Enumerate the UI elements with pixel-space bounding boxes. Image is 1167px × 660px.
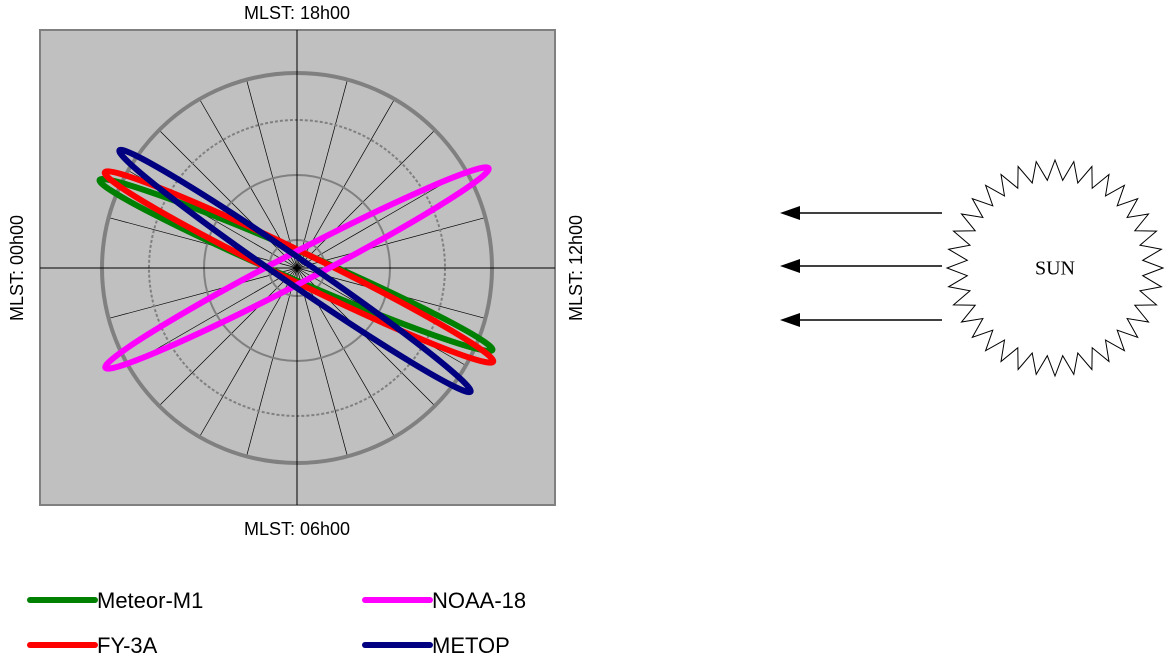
label-left: MLST: 00h00 (7, 215, 27, 321)
legend-label: METOP (432, 633, 510, 658)
arrow-head (780, 259, 800, 273)
orbits (96, 146, 497, 396)
spoke (296, 267, 348, 457)
spoke (296, 129, 436, 269)
spoke (108, 217, 298, 269)
spoke (158, 267, 298, 407)
spoke (108, 267, 298, 319)
spoke (296, 79, 348, 269)
sun-label: SUN (1035, 258, 1075, 280)
sun-rays (780, 206, 942, 327)
spoke (296, 217, 486, 269)
sun-shape (945, 158, 1165, 378)
label-right: MLST: 12h00 (566, 215, 586, 321)
arrow-head (780, 313, 800, 327)
label-top: MLST: 18h00 (244, 3, 350, 23)
legend-label: Meteor-M1 (97, 588, 203, 613)
legend: Meteor-M1 FY-3A NOAA-18 METOP (27, 588, 526, 658)
spoke (246, 267, 298, 457)
spoke (158, 129, 298, 269)
arrow-head (780, 206, 800, 220)
legend-label: FY-3A (97, 633, 158, 658)
orbit (116, 146, 474, 396)
legend-label: NOAA-18 (432, 588, 526, 613)
orbit (101, 168, 497, 366)
label-bottom: MLST: 06h00 (244, 519, 350, 539)
spoke (246, 79, 298, 269)
